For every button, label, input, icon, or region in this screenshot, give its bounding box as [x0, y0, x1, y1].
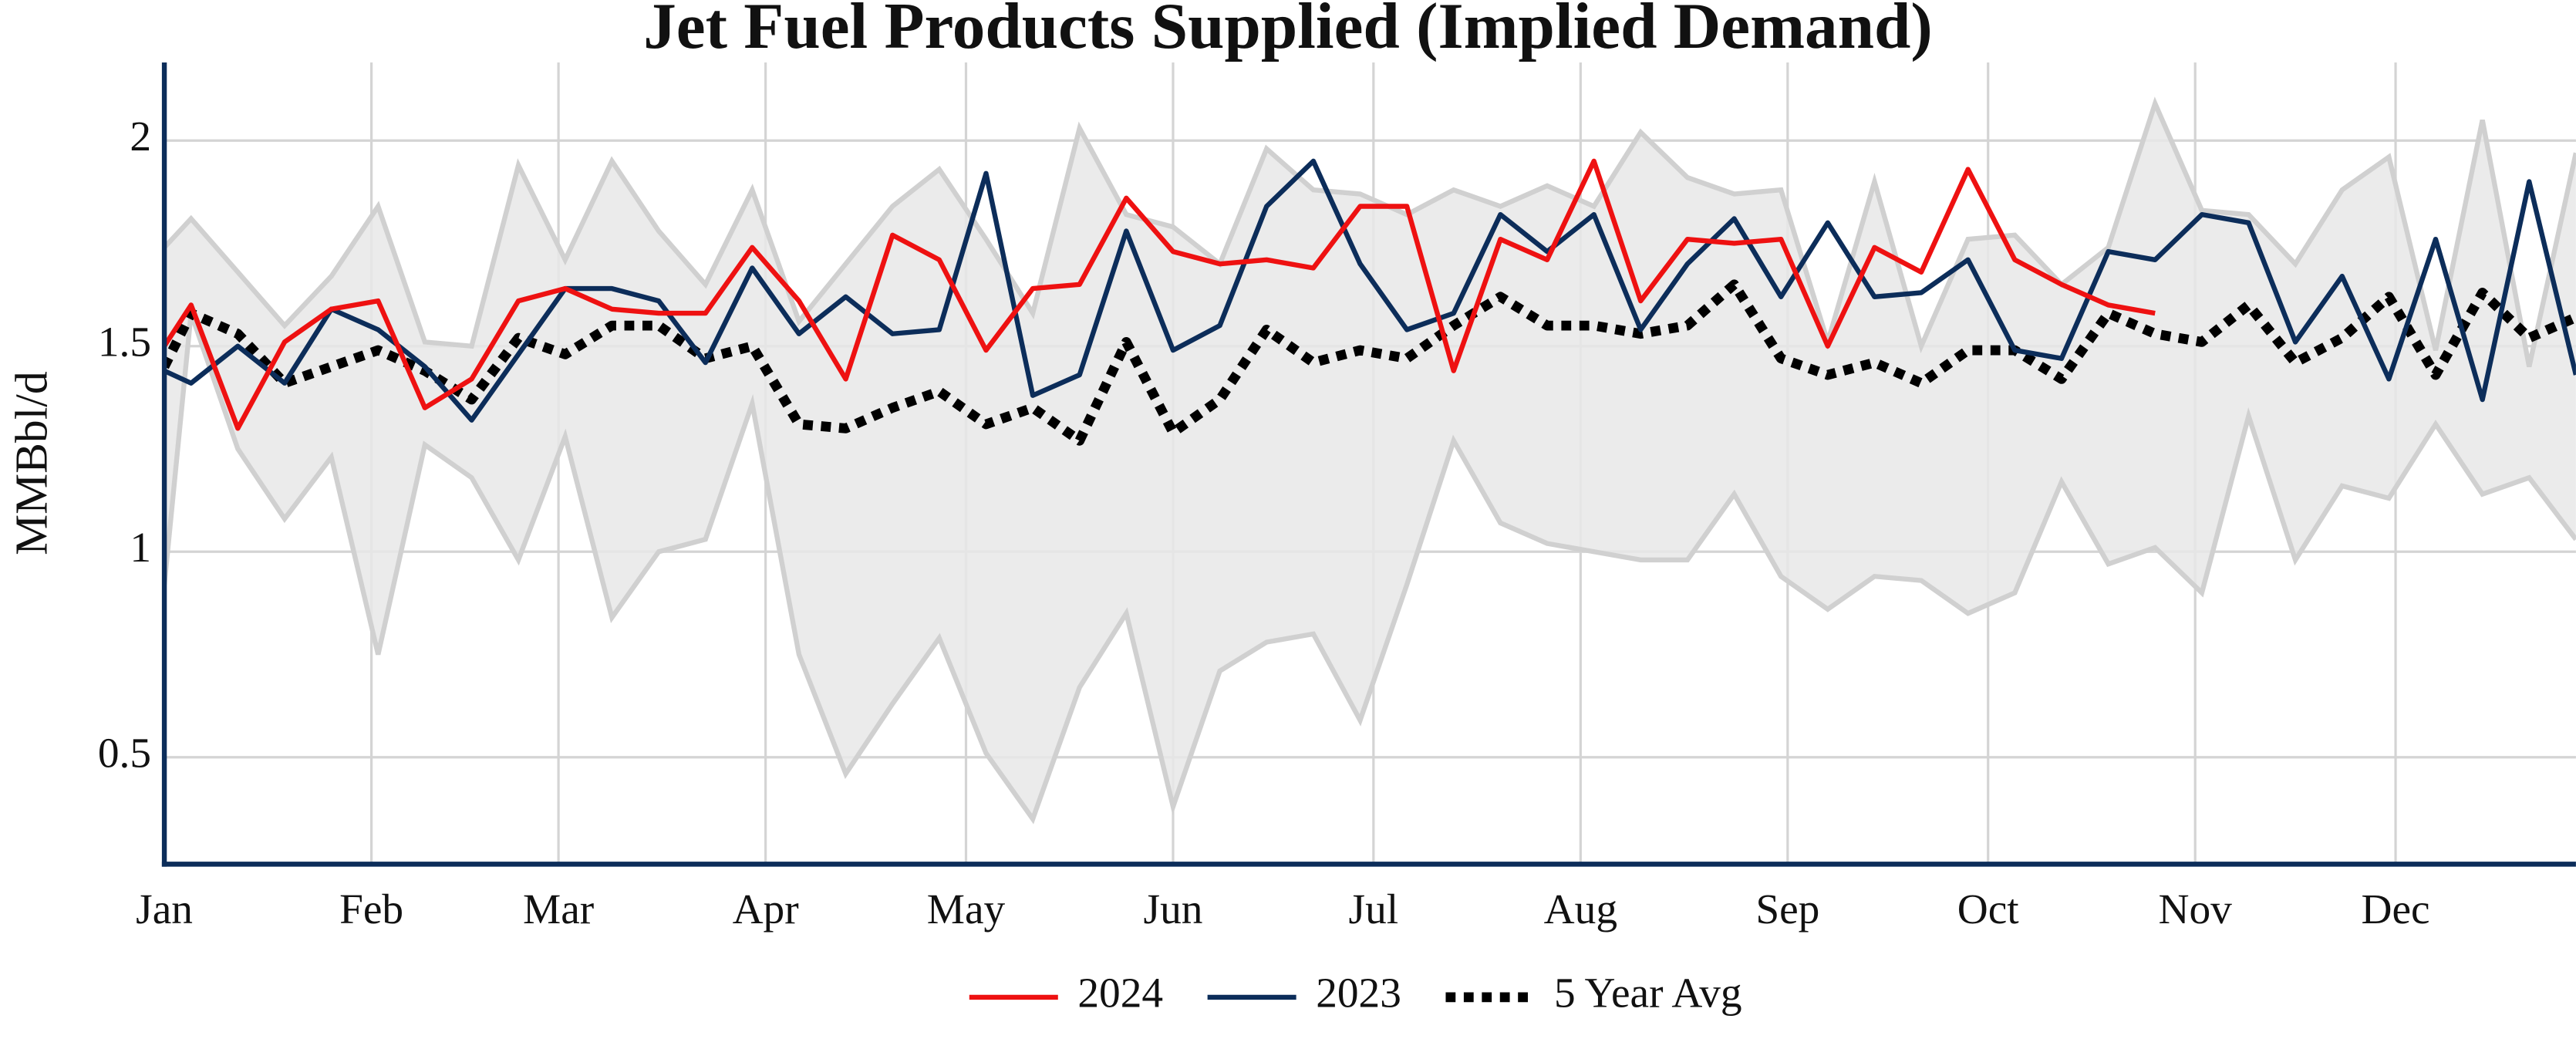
- x-tick-label: Mar: [523, 885, 594, 933]
- legend: 2024 2023 5 Year Avg: [969, 970, 1742, 1017]
- axes: 0.5 1 1.5 2 Jan Feb Mar Apr May Jun Jul Aug Sep Oct No…: [98, 62, 2576, 933]
- legend-label: 2024: [1077, 970, 1163, 1017]
- y-tick-label: 1: [130, 524, 151, 571]
- y-tick-label: 2: [130, 113, 151, 160]
- x-tick-label: Sep: [1755, 885, 1819, 933]
- x-tick-label: Aug: [1544, 885, 1617, 933]
- series-line: [164, 158, 2156, 431]
- x-tick-label: Dec: [2361, 885, 2429, 933]
- series-line: [164, 279, 2576, 446]
- x-tick-label: Nov: [2159, 885, 2233, 933]
- x-tick-label: May: [927, 885, 1006, 933]
- x-tick-label: Feb: [339, 885, 403, 933]
- range-upper: [164, 96, 2576, 368]
- y-tick-label: 1.5: [98, 318, 151, 365]
- legend-label: 5 Year Avg: [1554, 970, 1742, 1017]
- series-line: [164, 158, 2576, 423]
- x-tick-label: Jan: [136, 885, 193, 933]
- chart-title: Jet Fuel Products Supplied (Implied Dema…: [643, 0, 1933, 62]
- legend-label: 2023: [1316, 970, 1401, 1017]
- x-tick-label: Jul: [1349, 885, 1399, 933]
- x-tick-label: Jun: [1144, 885, 1203, 933]
- y-tick-label: 0.5: [98, 729, 151, 776]
- range-lower: [164, 312, 2576, 825]
- range-band: [164, 103, 2576, 819]
- x-tick-label: Apr: [733, 885, 799, 933]
- y-axis-label: MMBbl/d: [6, 371, 57, 555]
- plot-area: [164, 96, 2576, 825]
- x-tick-label: Oct: [1957, 885, 2020, 933]
